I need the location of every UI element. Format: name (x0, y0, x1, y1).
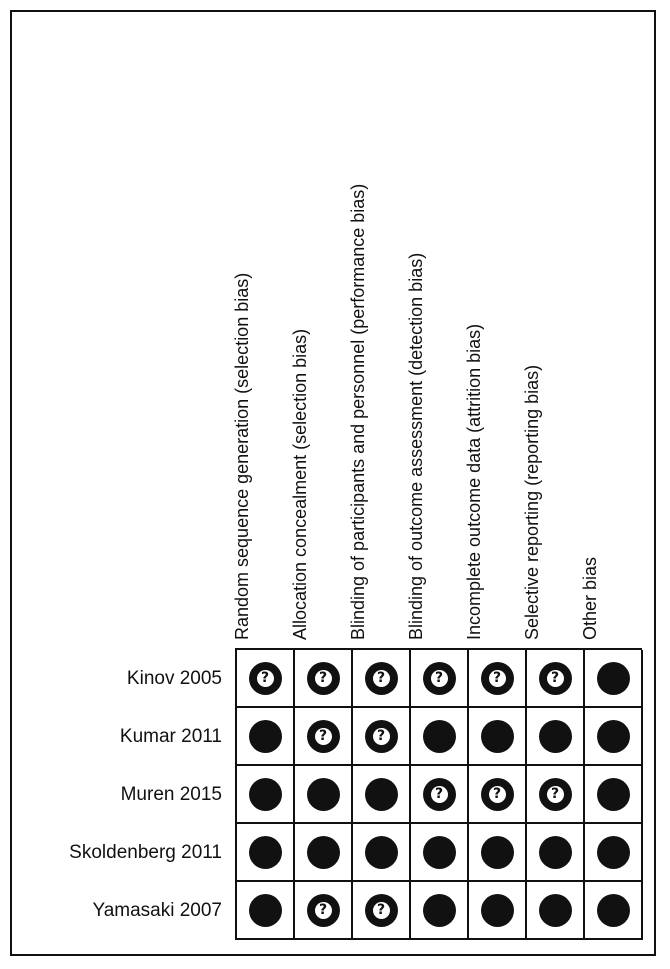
grid-cell: ? (353, 650, 411, 708)
low-risk-icon (364, 835, 398, 869)
study-label: Kinov 2005 (126, 668, 222, 689)
unclear-risk-icon: ? (422, 777, 456, 811)
low-risk-icon (422, 893, 456, 927)
grid-cell: ? (411, 650, 469, 708)
grid-cell: ? (353, 708, 411, 766)
unclear-risk-icon: ? (364, 661, 398, 695)
grid-cell (237, 882, 295, 940)
low-risk-icon (538, 719, 572, 753)
question-mark-glyph: ? (434, 786, 444, 802)
low-risk-icon (596, 661, 630, 695)
unclear-risk-icon: ? (306, 719, 340, 753)
study-label: Skoldenberg 2011 (69, 842, 222, 863)
grid-cell (527, 824, 585, 882)
grid-cell: ? (237, 650, 295, 708)
low-risk-icon (306, 835, 340, 869)
grid-cell: ? (295, 708, 353, 766)
low-risk-icon (248, 777, 282, 811)
low-risk-icon (248, 893, 282, 927)
question-mark-glyph: ? (492, 786, 502, 802)
grid-cell (469, 708, 527, 766)
question-mark-glyph: ? (318, 670, 328, 686)
low-risk-icon (364, 777, 398, 811)
grid-cell (237, 708, 295, 766)
grid-cell: ? (295, 882, 353, 940)
grid-cell (585, 766, 643, 824)
unclear-risk-icon: ? (364, 719, 398, 753)
low-risk-icon (596, 777, 630, 811)
question-mark-glyph: ? (376, 728, 386, 744)
grid-cell (527, 882, 585, 940)
question-mark-glyph: ? (318, 728, 328, 744)
low-risk-icon (596, 835, 630, 869)
question-mark-glyph: ? (434, 670, 444, 686)
low-risk-icon (596, 719, 630, 753)
grid-cell (585, 824, 643, 882)
grid-cell (411, 882, 469, 940)
domain-header-label: Incomplete outcome data (attrition bias) (464, 323, 484, 640)
grid-cell (585, 650, 643, 708)
unclear-risk-icon: ? (480, 777, 514, 811)
low-risk-icon (306, 777, 340, 811)
low-risk-icon (480, 835, 514, 869)
grid-cell (411, 708, 469, 766)
grid-cell (353, 766, 411, 824)
domain-header-label: Blinding of outcome assessment (detectio… (406, 252, 426, 640)
unclear-risk-icon: ? (364, 893, 398, 927)
low-risk-icon (538, 835, 572, 869)
grid-cell (237, 824, 295, 882)
grid-cell (585, 882, 643, 940)
grid-cell: ? (411, 766, 469, 824)
low-risk-icon (480, 893, 514, 927)
study-label: Yamasaki 2007 (92, 900, 222, 921)
low-risk-icon (248, 719, 282, 753)
low-risk-icon (596, 893, 630, 927)
unclear-risk-icon: ? (306, 893, 340, 927)
grid-cell (237, 766, 295, 824)
domain-header-label: Other bias (580, 556, 600, 640)
grid-cell (411, 824, 469, 882)
risk-of-bias-grid: ????????????? (235, 648, 643, 940)
question-mark-glyph: ? (318, 902, 328, 918)
grid-cell: ? (527, 650, 585, 708)
domain-header-label: Random sequence generation (selection bi… (232, 272, 252, 640)
unclear-risk-icon: ? (480, 661, 514, 695)
low-risk-icon (422, 835, 456, 869)
unclear-risk-icon: ? (306, 661, 340, 695)
grid-cell (469, 882, 527, 940)
question-mark-glyph: ? (492, 670, 502, 686)
question-mark-glyph: ? (550, 786, 560, 802)
unclear-risk-icon: ? (538, 661, 572, 695)
domain-header-label: Selective reporting (reporting bias) (522, 364, 542, 640)
low-risk-icon (538, 893, 572, 927)
grid-cell (585, 708, 643, 766)
study-label: Muren 2015 (120, 784, 222, 805)
study-label: Kumar 2011 (119, 726, 222, 747)
grid-cell: ? (527, 766, 585, 824)
low-risk-icon (248, 835, 282, 869)
grid-cell: ? (469, 650, 527, 708)
question-mark-glyph: ? (376, 902, 386, 918)
grid-cell (469, 824, 527, 882)
domain-header-label: Blinding of participants and personnel (… (348, 183, 368, 640)
low-risk-icon (422, 719, 456, 753)
domain-header-label: Allocation concealment (selection bias) (290, 328, 310, 640)
grid-cell (527, 708, 585, 766)
low-risk-icon (480, 719, 514, 753)
unclear-risk-icon: ? (538, 777, 572, 811)
grid-cell (353, 824, 411, 882)
grid-cell: ? (353, 882, 411, 940)
grid-cell: ? (469, 766, 527, 824)
grid-cell (295, 766, 353, 824)
question-mark-glyph: ? (550, 670, 560, 686)
question-mark-glyph: ? (260, 670, 270, 686)
unclear-risk-icon: ? (422, 661, 456, 695)
unclear-risk-icon: ? (248, 661, 282, 695)
question-mark-glyph: ? (376, 670, 386, 686)
grid-cell (295, 824, 353, 882)
grid-cell: ? (295, 650, 353, 708)
